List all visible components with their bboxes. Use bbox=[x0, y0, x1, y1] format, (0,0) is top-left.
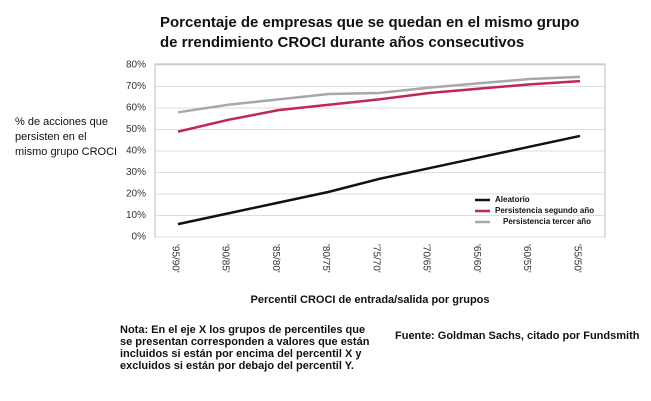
y-axis-label: persisten en el bbox=[15, 131, 87, 143]
y-tick-label: 20% bbox=[126, 189, 146, 200]
x-tick-label: '75/70' bbox=[370, 244, 381, 273]
note: excluidos si están por debajo del percen… bbox=[120, 360, 354, 372]
y-tick-label: 60% bbox=[126, 103, 146, 114]
x-tick-label: '70/65' bbox=[421, 244, 432, 273]
source: Fuente: Goldman Sachs, citado por Fundsm… bbox=[395, 330, 640, 342]
y-axis-label: % de acciones que bbox=[15, 116, 108, 128]
legend-label: Aleatorio bbox=[495, 195, 530, 204]
y-tick-label: 10% bbox=[126, 210, 146, 221]
x-tick-label: '60/55' bbox=[521, 244, 532, 273]
x-tick-label: '90/85' bbox=[220, 244, 231, 273]
y-tick-label: 0% bbox=[132, 232, 147, 243]
y-tick-label: 40% bbox=[126, 146, 146, 157]
note: incluidos si están por encima del percen… bbox=[120, 348, 362, 360]
x-tick-label: '80/75' bbox=[320, 244, 331, 273]
y-axis-label: mismo grupo CROCI bbox=[15, 146, 117, 158]
chart-title: de rrendimiento CROCI durante años conse… bbox=[160, 34, 524, 51]
y-tick-label: 70% bbox=[126, 81, 146, 92]
legend-label: Persistencia tercer año bbox=[503, 217, 591, 226]
x-tick-label: '55/50' bbox=[571, 244, 582, 273]
note: se presentan corresponden a valores que … bbox=[120, 336, 370, 348]
x-axis-label: Percentil CROCI de entrada/salida por gr… bbox=[251, 294, 490, 306]
y-tick-label: 50% bbox=[126, 124, 146, 135]
chart-title: Porcentaje de empresas que se quedan en … bbox=[160, 14, 579, 31]
x-tick-label: '65/60' bbox=[471, 244, 482, 273]
x-tick-label: '85/80' bbox=[270, 244, 281, 273]
note: Nota: En el eje X los grupos de percenti… bbox=[120, 324, 365, 336]
line-series bbox=[177, 79, 581, 133]
line-series bbox=[177, 134, 581, 226]
y-tick-label: 30% bbox=[126, 167, 146, 178]
line-series bbox=[177, 75, 581, 114]
legend-label: Persistencia segundo año bbox=[495, 206, 594, 215]
x-tick-label: '95/90' bbox=[169, 244, 180, 273]
y-tick-label: 80% bbox=[126, 60, 146, 71]
